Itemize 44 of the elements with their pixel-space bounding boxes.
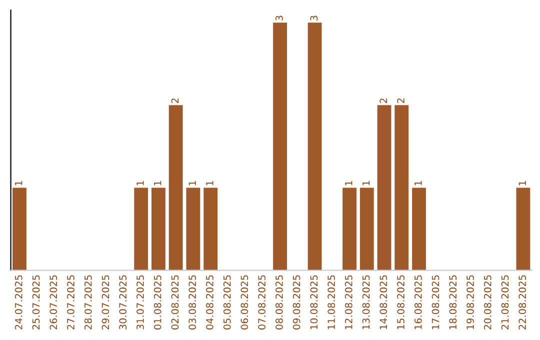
x-tick-label: 21.08.2025 xyxy=(501,275,509,330)
x-tick-label: 08.08.2025 xyxy=(276,275,283,330)
x-tick-label: 16.08.2025 xyxy=(414,275,422,330)
data-label: 3 xyxy=(310,16,318,20)
data-label: 1 xyxy=(206,181,214,186)
x-tick-label: 31.07.2025 xyxy=(136,275,144,330)
data-label: 3 xyxy=(276,16,283,20)
x-tick-label: 03.08.2025 xyxy=(188,275,196,330)
x-tick-label: 07.08.2025 xyxy=(258,275,266,330)
x-tick-label: 29.07.2025 xyxy=(102,275,110,330)
x-tick-label: 18.08.2025 xyxy=(449,275,457,330)
x-tick-label: 22.08.2025 xyxy=(518,275,526,330)
x-tick-label: 24.07.2025 xyxy=(14,275,22,330)
x-tick-label: 09.08.2025 xyxy=(292,275,300,330)
x-tick-label: 11.08.2025 xyxy=(328,275,335,330)
data-label: 2 xyxy=(397,98,404,104)
data-label: 1 xyxy=(518,181,526,186)
data-label: 2 xyxy=(380,98,387,104)
x-tick-label: 20.08.2025 xyxy=(484,275,492,330)
x-tick-label: 05.08.2025 xyxy=(223,275,231,330)
data-label: 1 xyxy=(345,181,352,186)
x-tick-label: 17.08.2025 xyxy=(432,275,440,330)
x-tick-label: 28.07.2025 xyxy=(84,275,92,330)
x-tick-label: 04.08.2025 xyxy=(206,275,214,330)
data-label: 1 xyxy=(414,181,422,186)
data-label: 1 xyxy=(154,181,162,186)
x-tick-label: 15.08.2025 xyxy=(397,275,404,330)
x-tick-label: 30.07.2025 xyxy=(119,275,127,330)
x-tick-label: 19.08.2025 xyxy=(466,275,474,330)
x-tick-label: 01.08.2025 xyxy=(154,275,162,330)
data-label: 1 xyxy=(15,181,22,186)
x-tick-label: 12.08.2025 xyxy=(344,275,352,330)
data-label: 2 xyxy=(171,98,178,104)
x-tick-label: 14.08.2025 xyxy=(380,275,388,330)
x-tick-label: 25.07.2025 xyxy=(32,275,40,330)
data-label: 1 xyxy=(136,181,144,186)
x-tick-label: 10.08.2025 xyxy=(310,275,318,330)
x-tick-label: 27.07.2025 xyxy=(67,275,74,330)
x-tick-label: 13.08.2025 xyxy=(362,275,370,330)
x-tick-label: 26.07.2025 xyxy=(50,275,58,330)
data-label: 1 xyxy=(362,181,370,186)
x-tick-label: 02.08.2025 xyxy=(171,275,179,330)
data-label: 1 xyxy=(188,181,196,186)
x-tick-label: 06.08.2025 xyxy=(240,275,248,330)
